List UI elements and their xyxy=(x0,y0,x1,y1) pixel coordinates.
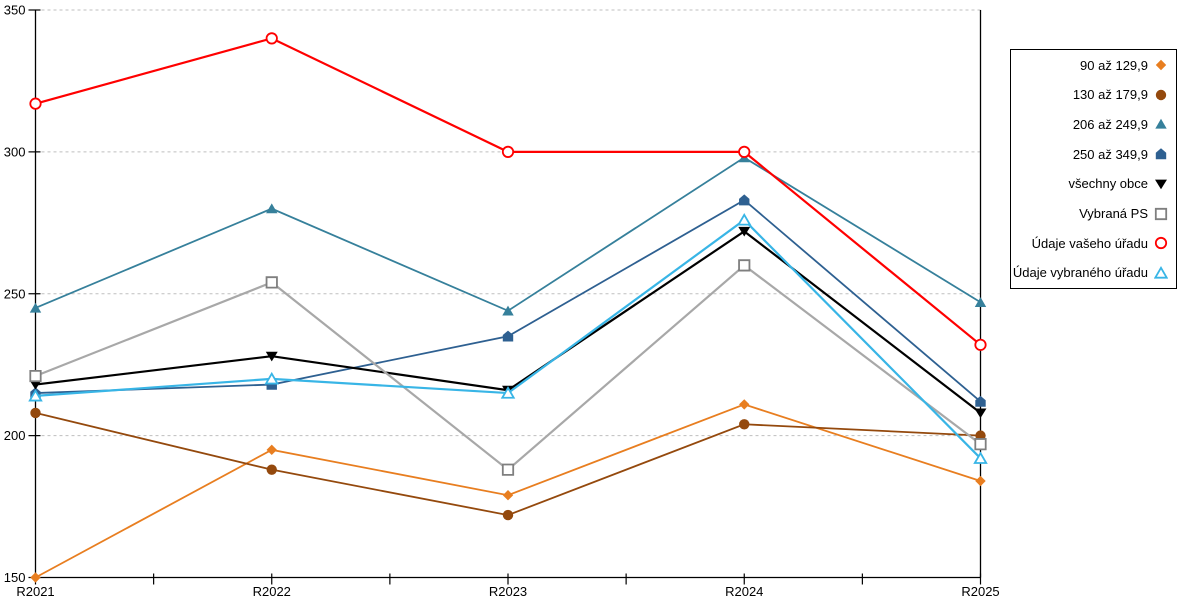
square-marker-icon xyxy=(738,259,751,272)
series-6 xyxy=(29,32,987,351)
legend-label: 130 až 179,9 xyxy=(1072,87,1148,103)
y-tick-label: 300 xyxy=(4,144,26,159)
triangle-up-marker-icon xyxy=(973,451,988,464)
legend-label: 206 až 249,9 xyxy=(1072,116,1148,132)
legend-item: Vybraná PS xyxy=(1015,206,1168,222)
triangle-up-marker-icon xyxy=(266,203,278,214)
triangle-up-marker-icon xyxy=(1155,119,1167,130)
triangle-down-marker-icon xyxy=(738,226,751,237)
y-tick-label: 350 xyxy=(4,3,26,18)
y-tick-label: 250 xyxy=(4,286,26,301)
series-5 xyxy=(29,259,987,476)
legend-label: všechny obce xyxy=(1068,176,1149,192)
circle-marker-icon xyxy=(739,419,750,430)
circle-marker-icon xyxy=(501,145,515,158)
triangle-up-marker-icon xyxy=(974,297,987,307)
y-tick-label: 150 xyxy=(4,570,26,585)
diamond-marker-icon xyxy=(502,490,514,501)
legend-triangle-up-icon xyxy=(1154,265,1168,279)
legend-label: Údaje vašeho úřadu xyxy=(1031,235,1148,251)
x-tick-label: R2025 xyxy=(961,584,999,599)
legend-label: 90 až 129,9 xyxy=(1080,57,1148,73)
circle-marker-icon xyxy=(974,338,987,351)
pentagon-marker-icon xyxy=(502,330,514,342)
circle-marker-icon xyxy=(265,32,278,45)
triangle-down-marker-icon xyxy=(265,351,278,362)
square-marker-icon xyxy=(29,369,42,383)
legend-circle-icon xyxy=(1155,89,1167,100)
triangle-up-marker-icon xyxy=(500,386,516,399)
circle-marker-icon xyxy=(30,407,41,419)
circle-marker-icon xyxy=(29,97,42,110)
legend: 90 až 129,9 130 až 179,9 206 až 249,9 250 a… xyxy=(1010,49,1177,289)
legend-label: 250 až 349,9 xyxy=(1072,146,1148,162)
legend-triangle-up-icon xyxy=(1155,119,1167,130)
triangle-up-marker-icon xyxy=(736,212,752,226)
series-0 xyxy=(30,399,986,583)
x-tick-label: R2023 xyxy=(489,584,527,599)
legend-square-icon xyxy=(1154,207,1168,220)
triangle-up-marker-icon xyxy=(502,305,514,316)
triangle-up-marker-icon xyxy=(264,371,280,385)
triangle-up-marker-icon xyxy=(29,302,42,313)
circle-marker-icon xyxy=(1155,89,1167,100)
triangle-down-marker-icon xyxy=(1155,179,1167,190)
square-marker-icon xyxy=(265,276,278,289)
legend-item: Údaje vybraného úřadu xyxy=(1012,265,1168,281)
series-line xyxy=(35,156,981,312)
pentagon-marker-icon xyxy=(1155,148,1167,160)
legend-triangle-down-icon xyxy=(1155,179,1167,190)
triangle-down-marker-icon xyxy=(29,380,42,390)
triangle-down-marker-icon xyxy=(974,408,987,419)
series-1 xyxy=(30,407,986,521)
legend-item: 206 až 249,9 xyxy=(1015,116,1168,132)
legend-circle-icon xyxy=(1154,237,1168,250)
diamond-marker-icon xyxy=(739,399,750,410)
legend-item: 130 až 179,9 xyxy=(1015,87,1168,103)
circle-marker-icon xyxy=(266,464,277,475)
pentagon-marker-icon xyxy=(739,194,750,206)
diamond-marker-icon xyxy=(266,444,277,456)
legend-item: 90 až 129,9 xyxy=(1015,57,1168,73)
legend-item: Údaje vašeho úřadu xyxy=(1015,235,1168,251)
triangle-up-marker-icon xyxy=(1154,265,1168,279)
diamond-marker-icon xyxy=(30,572,41,583)
y-tick-label: 200 xyxy=(4,428,26,443)
diamond-marker-icon xyxy=(975,475,986,487)
diamond-marker-icon xyxy=(1155,59,1167,71)
x-tick-label: R2021 xyxy=(16,584,54,599)
x-tick-label: R2022 xyxy=(253,584,291,599)
legend-item: 250 až 349,9 xyxy=(1015,146,1168,162)
series-2 xyxy=(29,152,987,316)
legend-label: Údaje vybraného úřadu xyxy=(1012,265,1148,281)
square-marker-icon xyxy=(1154,207,1168,220)
legend-item: všechny obce xyxy=(1015,176,1168,192)
legend-label: Vybraná PS xyxy=(1079,206,1148,222)
circle-marker-icon xyxy=(502,509,514,521)
triangle-up-marker-icon xyxy=(28,388,43,402)
legend-diamond-icon xyxy=(1155,59,1167,71)
x-tick-label: R2024 xyxy=(725,584,763,599)
series-3 xyxy=(30,194,986,407)
pentagon-marker-icon xyxy=(975,395,986,407)
square-marker-icon xyxy=(974,438,987,451)
series-line xyxy=(35,37,982,346)
circle-marker-icon xyxy=(1154,237,1168,250)
legend-pentagon-icon xyxy=(1155,148,1167,160)
circle-marker-icon xyxy=(738,145,751,158)
square-marker-icon xyxy=(501,463,515,476)
series-7 xyxy=(28,212,988,464)
